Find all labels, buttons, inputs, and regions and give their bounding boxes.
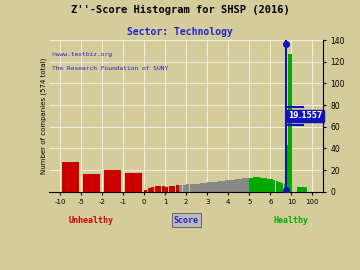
Bar <box>297 187 307 192</box>
Bar <box>260 178 263 192</box>
Bar <box>104 170 121 192</box>
Text: Score: Score <box>174 215 199 225</box>
Text: ©www.textbiz.org: ©www.textbiz.org <box>52 52 112 57</box>
Bar <box>162 186 165 192</box>
Bar <box>83 174 100 192</box>
Bar <box>62 163 79 192</box>
Bar <box>242 178 246 192</box>
Bar <box>176 185 179 192</box>
Bar <box>221 181 225 192</box>
Bar <box>264 178 267 192</box>
Bar <box>235 179 239 192</box>
Bar <box>276 181 278 192</box>
Text: Sector: Technology: Sector: Technology <box>127 27 233 37</box>
Bar <box>278 182 281 192</box>
Bar <box>284 184 286 192</box>
Bar <box>186 184 189 192</box>
Bar <box>239 179 242 192</box>
Bar <box>190 184 193 192</box>
Bar <box>183 185 186 192</box>
Bar <box>256 177 260 192</box>
Bar <box>288 54 292 192</box>
Text: The Research Foundation of SUNY: The Research Foundation of SUNY <box>52 66 168 71</box>
Bar <box>197 184 200 192</box>
Bar <box>246 178 249 192</box>
Y-axis label: Number of companies (574 total): Number of companies (574 total) <box>40 58 47 174</box>
Bar <box>285 145 289 192</box>
Text: Z''-Score Histogram for SHSP (2016): Z''-Score Histogram for SHSP (2016) <box>71 5 289 15</box>
Bar <box>125 173 142 192</box>
Bar <box>273 180 275 192</box>
Text: 19.1557: 19.1557 <box>288 112 323 120</box>
Bar <box>207 182 211 192</box>
Bar <box>155 186 158 192</box>
Bar <box>165 187 168 192</box>
Bar <box>179 185 183 192</box>
Bar <box>158 186 161 192</box>
Bar <box>169 186 172 192</box>
Bar <box>201 183 203 192</box>
Bar <box>218 181 221 192</box>
Bar <box>232 180 235 192</box>
Text: Unhealthy: Unhealthy <box>69 215 114 225</box>
Bar <box>249 178 253 192</box>
Bar <box>270 179 273 192</box>
Bar <box>215 182 217 192</box>
Bar <box>228 180 231 192</box>
Bar <box>225 180 228 192</box>
Bar <box>253 177 256 192</box>
Bar <box>193 184 197 192</box>
Text: Healthy: Healthy <box>274 215 309 225</box>
Bar <box>267 179 270 192</box>
Bar <box>211 182 214 192</box>
Bar <box>148 188 151 192</box>
Bar <box>281 183 283 192</box>
Bar <box>144 190 148 192</box>
Bar <box>151 187 154 192</box>
Bar <box>172 186 175 192</box>
Bar <box>204 183 207 192</box>
